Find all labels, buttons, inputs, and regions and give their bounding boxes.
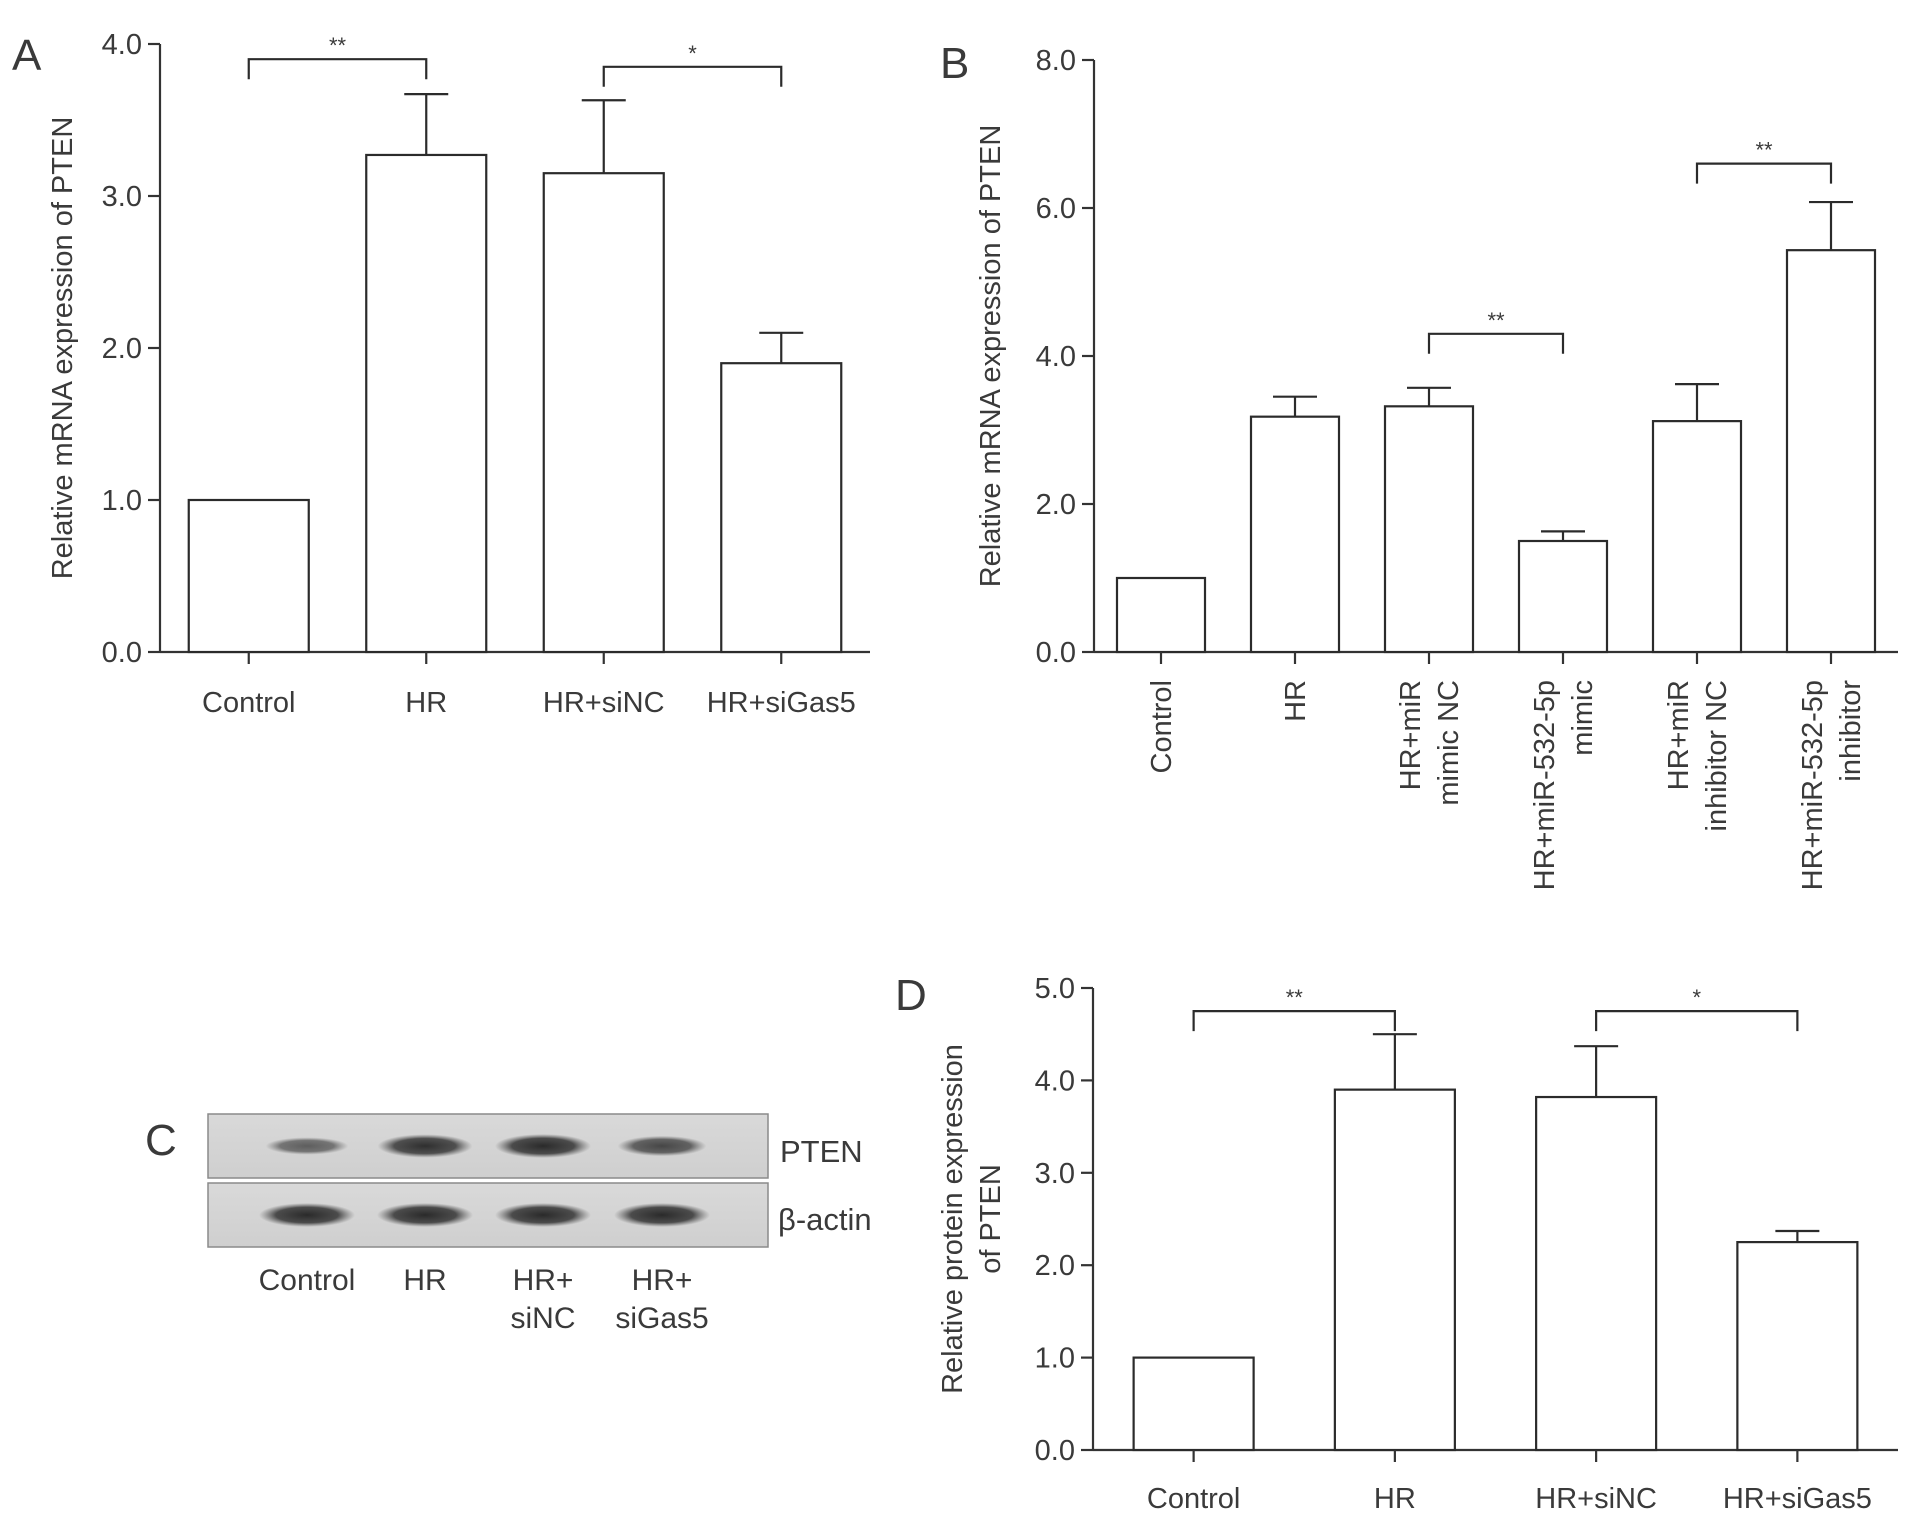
western-blot-panel: PTEN β-actin Control HR HR+ siNC HR+ siGas5 (207, 1113, 872, 1335)
bar-a (720, 362, 843, 654)
blot-lane-label: HR+ (632, 1264, 693, 1297)
category-label-d: HR+siNC (1535, 1483, 1657, 1513)
y-axis-label-d: of PTEN (975, 1164, 1007, 1274)
y-tick-label-b: 0.0 (1036, 637, 1076, 669)
bar-d (1132, 1356, 1255, 1452)
y-tick-label-d: 4.0 (1035, 1065, 1075, 1097)
category-label-b: HR+miR-532-5p (1797, 680, 1829, 890)
blot-band (617, 1135, 707, 1157)
significance-bracket-d (1595, 1010, 1799, 1032)
category-label-b: HR+miR-532-5p (1529, 680, 1561, 890)
bar-b (1785, 249, 1877, 654)
significance-bracket-a (602, 65, 783, 87)
y-axis-label-b: Relative mRNA expression of PTEN (975, 125, 1007, 588)
y-axis-label-d: Relative protein expression (937, 1044, 969, 1394)
blot-lane-label: HR+ (513, 1264, 574, 1297)
y-axis-label-a: Relative mRNA expression of PTEN (47, 117, 79, 580)
panel-label-a: A (12, 31, 42, 80)
y-tick-label-a: 3.0 (102, 181, 142, 213)
significance-label-d: ** (1286, 985, 1304, 1010)
category-label-a: Control (202, 687, 296, 719)
panel-label-c: C (145, 1116, 177, 1165)
y-tick-label-b: 6.0 (1036, 193, 1076, 225)
significance-label-a: * (688, 41, 697, 66)
category-label-b: Control (1146, 680, 1178, 774)
y-tick-label-d: 2.0 (1035, 1250, 1075, 1282)
category-label-d: HR+siGas5 (1723, 1483, 1872, 1513)
chart-panel-a: 0.0 1.0 2.0 3.0 4.0 Relative mRNA expression … (47, 29, 870, 719)
y-tick-label-a: 4.0 (102, 29, 142, 61)
y-tick-label-a: 1.0 (102, 485, 142, 517)
significance-label-b: ** (1487, 308, 1505, 333)
y-tick-label-d: 1.0 (1035, 1343, 1075, 1375)
category-label-b: inhibitor (1835, 680, 1867, 782)
category-label-a: HR (405, 687, 447, 719)
category-label-b: HR+miR (1395, 680, 1427, 790)
blot-band (495, 1134, 591, 1158)
category-label-b: mimic (1567, 680, 1599, 756)
category-label-b: mimic NC (1433, 680, 1465, 806)
significance-bracket-d (1192, 1010, 1396, 1032)
bar-d (1333, 1088, 1456, 1452)
significance-bracket-b (1427, 332, 1565, 354)
blot-band (265, 1137, 349, 1155)
bar-b (1249, 415, 1341, 654)
bar-b (1383, 405, 1475, 654)
bar-b (1517, 539, 1609, 654)
bar-a (365, 153, 488, 654)
y-tick-label-a: 0.0 (102, 637, 142, 669)
y-tick-label-a: 2.0 (102, 333, 142, 365)
y-tick-label-b: 8.0 (1036, 45, 1076, 77)
bar-a (187, 498, 310, 654)
significance-label-d: * (1692, 985, 1701, 1010)
y-tick-label-b: 2.0 (1036, 489, 1076, 521)
blot-row-label-pten: PTEN (780, 1134, 863, 1169)
blot-lane-label: HR (403, 1264, 446, 1297)
chart-panel-b: 0.0 2.0 4.0 6.0 8.0 Relative mRNA expression … (975, 45, 1898, 890)
blot-band (614, 1203, 710, 1227)
bar-d (1535, 1095, 1658, 1452)
blot-band (377, 1134, 473, 1158)
chart-panel-d: 0.0 1.0 2.0 3.0 4.0 5.0 Relative protein expre… (937, 973, 1898, 1513)
panel-label-d: D (895, 971, 927, 1020)
blot-band (377, 1203, 473, 1227)
bar-b (1651, 420, 1743, 654)
category-label-b: HR (1280, 680, 1312, 722)
blot-band (495, 1203, 591, 1227)
category-label-a: HR+siNC (543, 687, 665, 719)
significance-bracket-a (247, 58, 428, 80)
y-tick-label-b: 4.0 (1036, 341, 1076, 373)
blot-lane-label: siNC (511, 1302, 576, 1335)
category-label-d: HR (1374, 1483, 1416, 1513)
bar-a (542, 172, 665, 654)
blot-lane-label: siGas5 (615, 1302, 708, 1335)
significance-bracket-b (1695, 162, 1833, 184)
category-label-b: HR+miR (1663, 680, 1695, 790)
category-label-b: inhibitor NC (1701, 680, 1733, 832)
bar-d (1736, 1240, 1859, 1452)
blot-band (259, 1203, 355, 1227)
bar-b (1115, 576, 1207, 654)
panel-label-b: B (940, 39, 969, 88)
category-label-a: HR+siGas5 (707, 687, 856, 719)
category-label-d: Control (1147, 1483, 1241, 1513)
y-tick-label-d: 0.0 (1035, 1435, 1075, 1467)
significance-label-a: ** (329, 33, 347, 58)
blot-lane-label: Control (259, 1264, 356, 1297)
y-tick-label-d: 5.0 (1035, 973, 1075, 1005)
significance-label-b: ** (1755, 138, 1773, 163)
y-tick-label-d: 3.0 (1035, 1158, 1075, 1190)
blot-row-label-actin: β-actin (778, 1202, 872, 1237)
